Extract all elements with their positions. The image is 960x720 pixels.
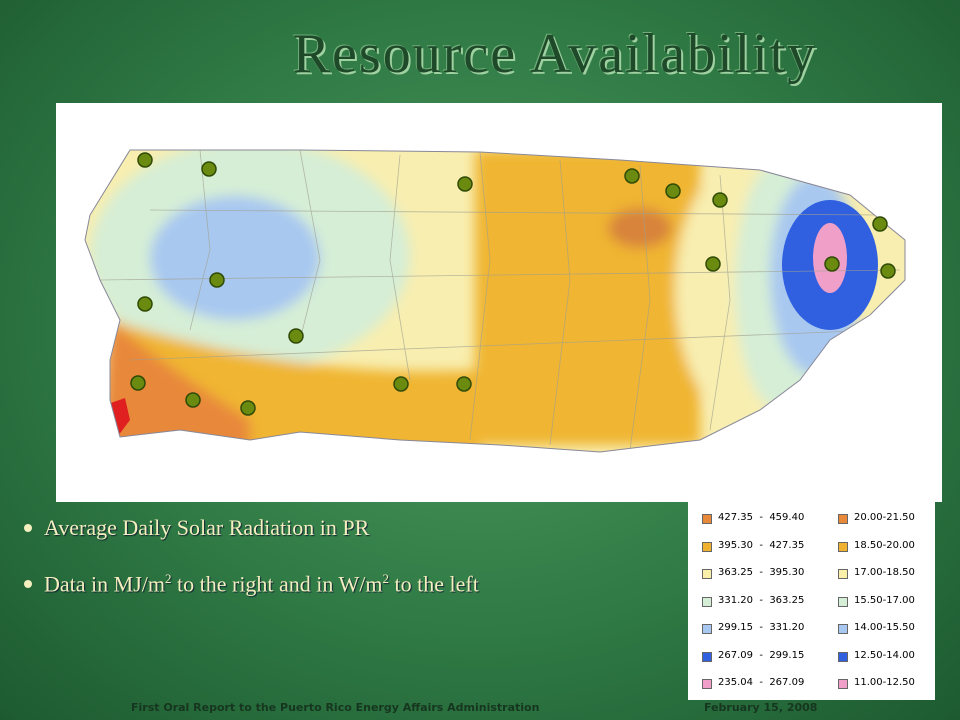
legend-column: 20.00-21.50 18.50-20.00 17.00-18.50 15.50-1… <box>838 512 915 705</box>
legend-swatch <box>838 569 848 579</box>
legend-label: 17.00-18.50 <box>854 567 915 578</box>
legend-row: 235.04 - 267.09 <box>702 677 804 705</box>
legend-swatch <box>838 514 848 524</box>
bullet-text: Data in MJ/m <box>44 571 165 597</box>
legend-swatch <box>702 679 712 689</box>
legend-label: 299.15 - 331.20 <box>718 622 805 633</box>
legend-swatch <box>838 624 848 634</box>
legend-swatch <box>702 569 712 579</box>
legend-row: 299.15 - 331.20 <box>702 622 804 650</box>
bullet-text: to the right and in W/m <box>171 571 383 597</box>
legend-label: 18.50-20.00 <box>854 539 915 551</box>
legend-label: 331.20 - 363.25 <box>718 594 805 606</box>
legend-row: 17.00-18.50 <box>838 567 915 595</box>
superscript: 2 <box>165 571 172 586</box>
legend-label: 12.50-14.00 <box>854 649 915 661</box>
legend-row: 12.50-14.00 <box>838 650 915 678</box>
legend-column: 427.35 - 459.40 395.30 - 427.35 363.25 - 3… <box>702 512 804 705</box>
legend-label: 11.00-12.50 <box>854 677 915 688</box>
legend-row: 11.00-12.50 <box>838 677 915 705</box>
legend-swatch <box>838 596 848 607</box>
legend-row: 395.30 - 427.35 <box>702 540 804 568</box>
slide-title: Resource Availability <box>292 23 818 85</box>
superscript: 2 <box>382 571 390 586</box>
solar-map <box>56 103 942 502</box>
legend-row: 20.00-21.50 <box>838 512 915 540</box>
legend-swatch <box>702 514 712 524</box>
footer: First Oral Report to the Puerto Rico Ene… <box>0 700 960 720</box>
legend-swatch <box>702 596 712 607</box>
legend: 427.35 - 459.40 395.30 - 427.35 363.25 - 3… <box>688 502 935 700</box>
legend-label: 395.30 - 427.35 <box>718 539 805 551</box>
legend-row: 363.25 - 395.30 <box>702 567 804 595</box>
legend-label: 267.09 - 299.15 <box>718 649 805 661</box>
legend-swatch <box>702 624 712 634</box>
legend-label: 363.25 - 395.30 <box>718 567 805 578</box>
bullet-text: Average Daily Solar Radiation in PR <box>44 515 370 540</box>
legend-label: 427.35 - 459.40 <box>718 512 805 523</box>
legend-row: 267.09 - 299.15 <box>702 650 804 678</box>
legend-swatch <box>702 651 712 662</box>
legend-swatch <box>702 541 712 552</box>
footer-date: February 15, 2008 <box>704 701 818 714</box>
footer-text: First Oral Report to the Puerto Rico Ene… <box>131 701 540 714</box>
bullet-item: Average Daily Solar Radiation in PR <box>22 515 682 541</box>
legend-label: 15.50-17.00 <box>854 594 915 606</box>
legend-swatch <box>838 679 848 689</box>
legend-label: 235.04 - 267.09 <box>718 677 805 688</box>
legend-label: 14.00-15.50 <box>854 622 915 633</box>
legend-row: 14.00-15.50 <box>838 622 915 650</box>
bullet-text: to the left <box>389 571 479 597</box>
legend-label: 20.00-21.50 <box>854 512 915 523</box>
legend-swatch <box>838 651 848 662</box>
legend-row: 427.35 - 459.40 <box>702 512 804 540</box>
legend-row: 331.20 - 363.25 <box>702 595 804 623</box>
bullet-list: Average Daily Solar Radiation in PR Data … <box>22 515 682 627</box>
bullet-item: Data in MJ/m2 to the right and in W/m2 t… <box>22 571 682 597</box>
legend-swatch <box>838 541 848 552</box>
legend-row: 15.50-17.00 <box>838 595 915 623</box>
legend-row: 18.50-20.00 <box>838 540 915 568</box>
